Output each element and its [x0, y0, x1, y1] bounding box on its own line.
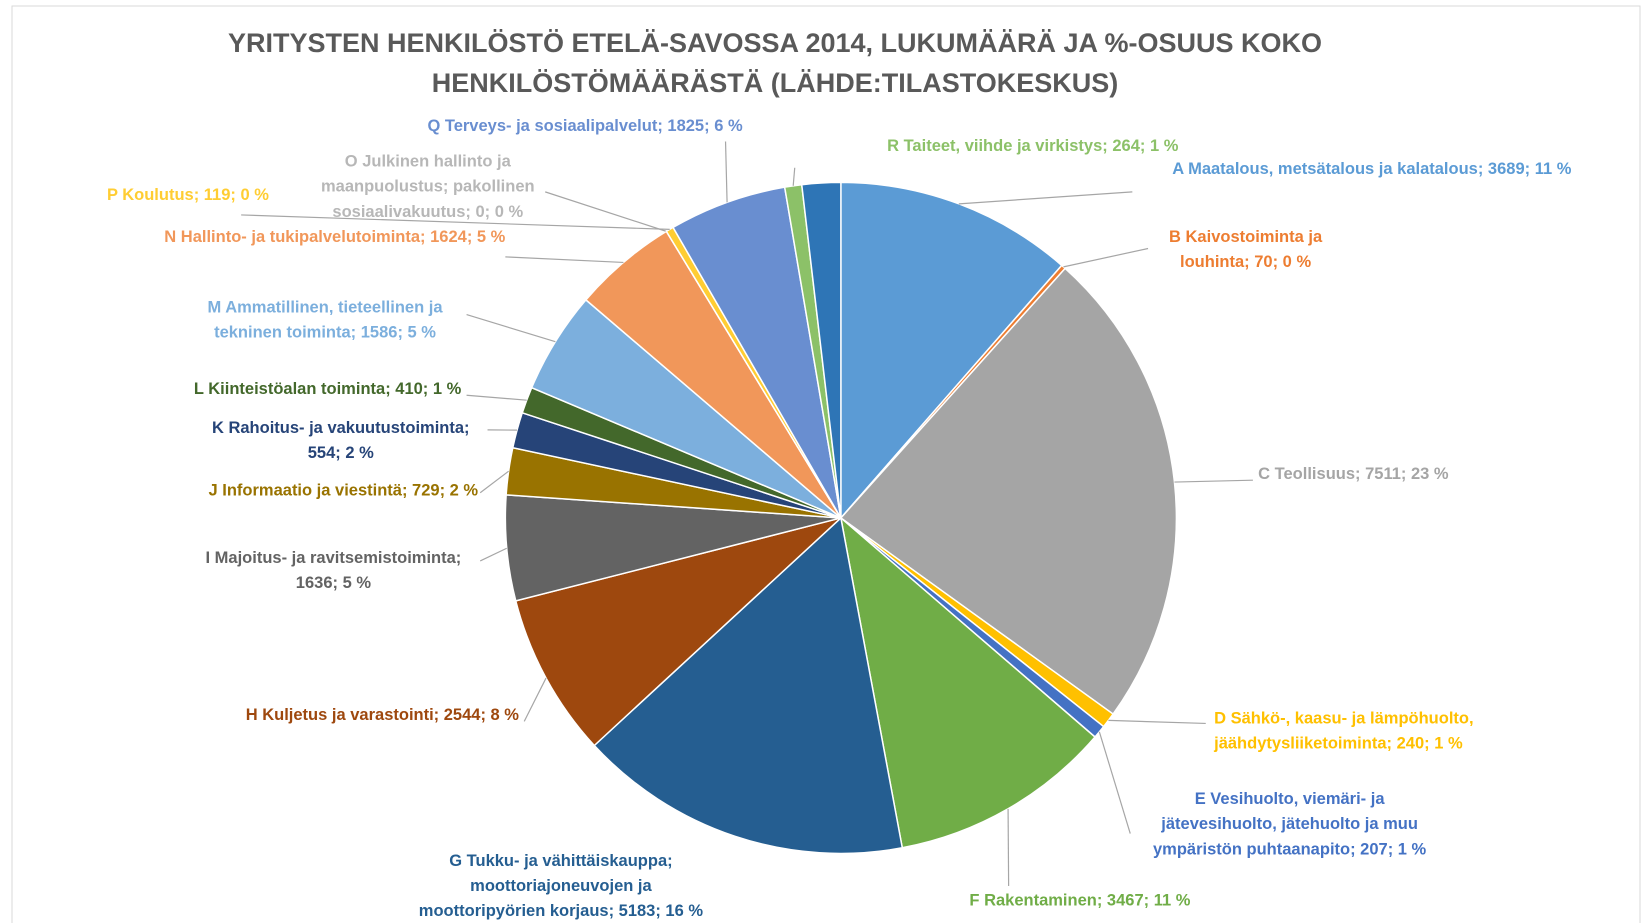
- chart-title: YRITYSTEN HENKILÖSTÖ ETELÄ-SAVOSSA 2014,…: [228, 28, 1322, 58]
- data-label-line: C Teollisuus; 7511; 23 %: [1258, 465, 1449, 483]
- data-label-line: tekninen toiminta; 1586; 5 %: [214, 324, 436, 342]
- data-label: M Ammatillinen, tieteellinen ja tekninen …: [208, 299, 444, 342]
- data-label: H Kuljetus ja varastointi; 2544; 8 %: [246, 706, 520, 724]
- data-label: I Majoitus- ja ravitsemistoiminta; 1636; …: [206, 549, 462, 592]
- data-label-line: P Koulutus; 119; 0 %: [107, 186, 269, 204]
- data-label: P Koulutus; 119; 0 %: [107, 186, 269, 204]
- data-label-line: jätevesihuolto, jätehuolto ja muu: [1160, 816, 1418, 834]
- data-label-line: G Tukku- ja vähittäiskauppa;: [449, 852, 672, 870]
- data-label: J Informaatio ja viestintä; 729; 2 %: [209, 482, 479, 500]
- data-label-line: E Vesihuolto, viemäri- ja: [1195, 790, 1386, 808]
- data-label-line: N Hallinto- ja tukipalvelutoiminta; 1624…: [164, 228, 505, 246]
- data-label-line: sosiaalivakuutus; 0; 0 %: [332, 203, 523, 221]
- leader-line: [1098, 731, 1131, 834]
- data-label-line: R Taiteet, viihde ja virkistys; 264; 1 %: [887, 137, 1179, 155]
- data-label-line: O Julkinen hallinto ja: [345, 153, 512, 171]
- chart-title: HENKILÖSTÖMÄÄRÄSTÄ (LÄHDE:TILASTOKESKUS): [432, 68, 1118, 98]
- pie-slice: [514, 517, 842, 747]
- leader-line: [479, 547, 507, 562]
- data-label-line: F Rakentaminen; 3467; 11 %: [969, 892, 1190, 910]
- data-label: Q Terveys- ja sosiaalipalvelut; 1825; 6 …: [427, 117, 743, 135]
- pie-slice: [840, 181, 1063, 520]
- leader-line: [1007, 808, 1010, 886]
- data-label-line: moottoripyörien korjaus; 5183; 16 %: [419, 903, 704, 921]
- data-label-line: maanpuolustus; pakollinen: [321, 178, 535, 196]
- data-label: L Kiinteistöalan toiminta; 410; 1 %: [194, 380, 462, 398]
- data-label-line: moottoriajoneuvojen ja: [470, 877, 652, 895]
- data-label: O Julkinen hallinto ja maanpuolustus; pak…: [321, 153, 535, 221]
- data-label: K Rahoitus- ja vakuutustoiminta; 554; 2 %: [212, 419, 470, 462]
- data-label: N Hallinto- ja tukipalvelutoiminta; 1624…: [164, 228, 505, 246]
- data-label-line: ympäristön puhtaanapito; 207; 1 %: [1153, 841, 1427, 859]
- data-label-line: M Ammatillinen, tieteellinen ja: [208, 299, 444, 317]
- leader-line: [1108, 719, 1206, 725]
- leader-line: [466, 394, 527, 401]
- leader-line: [1174, 479, 1253, 483]
- data-label-line: B Kaivostoiminta ja: [1169, 228, 1323, 246]
- leader-line: [479, 470, 510, 494]
- data-label-line: J Informaatio ja viestintä; 729; 2 %: [209, 482, 479, 500]
- leader-line: [241, 214, 670, 230]
- data-label-line: H Kuljetus ja varastointi; 2544; 8 %: [246, 706, 520, 724]
- pie-slice: [839, 515, 1097, 849]
- data-label-line: 1636; 5 %: [296, 574, 372, 592]
- pie-slice: [593, 516, 904, 855]
- leader-line: [958, 191, 1133, 205]
- data-label-line: K Rahoitus- ja vakuutustoiminta;: [212, 419, 470, 437]
- data-label: F Rakentaminen; 3467; 11 %: [969, 892, 1190, 910]
- data-label-line: A Maatalous, metsätalous ja kalatalous; …: [1172, 160, 1572, 178]
- data-label: E Vesihuolto, viemäri- ja jätevesihuolto,…: [1153, 790, 1427, 858]
- data-label-line: Q Terveys- ja sosiaalipalvelut; 1825; 6 …: [427, 117, 743, 135]
- leader-line: [523, 677, 547, 722]
- data-label-line: louhinta; 70; 0 %: [1180, 254, 1311, 272]
- leader-line: [466, 313, 556, 343]
- data-label-line: L Kiinteistöalan toiminta; 410; 1 %: [194, 380, 462, 398]
- data-label-line: 554; 2 %: [308, 444, 374, 462]
- leader-line: [505, 256, 624, 264]
- leader-line: [724, 141, 728, 203]
- leader-line: [545, 191, 667, 232]
- data-label: C Teollisuus; 7511; 23 %: [1258, 465, 1449, 483]
- data-label: G Tukku- ja vähittäiskauppa; moottoriajon…: [419, 852, 704, 920]
- data-label-line: I Majoitus- ja ravitsemistoiminta;: [206, 549, 462, 567]
- data-label: R Taiteet, viihde ja virkistys; 264; 1 %: [887, 137, 1179, 155]
- pie-slice: [800, 181, 842, 519]
- leader-line: [792, 167, 796, 186]
- data-label-line: jäähdytysliiketoiminta; 240; 1 %: [1213, 735, 1463, 753]
- data-label-line: D Sähkö-, kaasu- ja lämpöhuolto,: [1214, 710, 1473, 728]
- data-label: D Sähkö-, kaasu- ja lämpöhuolto, jäähdyty…: [1213, 710, 1473, 753]
- data-label: A Maatalous, metsätalous ja kalatalous; …: [1172, 160, 1572, 178]
- leader-line: [1063, 247, 1149, 268]
- data-label: B Kaivostoiminta ja louhinta; 70; 0 %: [1169, 228, 1323, 271]
- pie-slice: [839, 267, 1178, 716]
